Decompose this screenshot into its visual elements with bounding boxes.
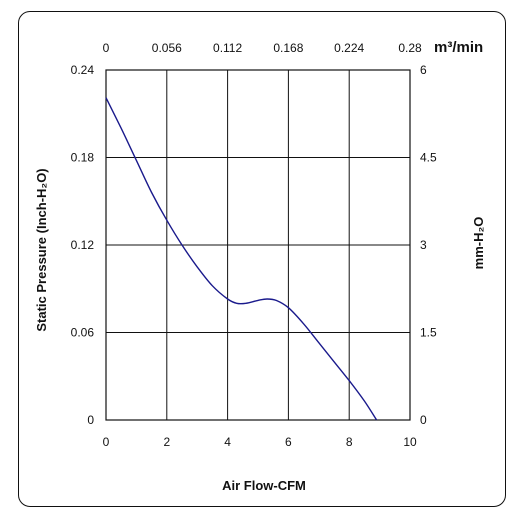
y-axis-label-left: Static Pressure (Inch-H₂O) bbox=[34, 168, 49, 331]
x-tick-label: 0 bbox=[103, 435, 110, 449]
y-axis-label-right: mm-H₂O bbox=[471, 217, 486, 270]
x-tick-label: 2 bbox=[163, 435, 170, 449]
x-top-unit-label: m³/min bbox=[434, 39, 483, 56]
x-tick-label: 4 bbox=[224, 435, 231, 449]
tick-labels: 0 2 4 6 8 100 0.056 0.112 0.168 0.224 0.2800.060.1… bbox=[71, 41, 437, 449]
plot-border bbox=[105, 69, 411, 421]
y-left-tick-label: 0.18 bbox=[71, 151, 95, 165]
y-left-tick-label: 0.12 bbox=[71, 238, 95, 252]
x-top-tick-label: 0.224 bbox=[334, 41, 364, 55]
y-right-tick-label: 6 bbox=[420, 63, 427, 77]
y-right-tick-label: 1.5 bbox=[420, 326, 437, 340]
x-top-tick-label: 0.168 bbox=[273, 41, 303, 55]
x-tick-label: 6 bbox=[285, 435, 292, 449]
x-tick-label: 10 bbox=[403, 435, 417, 449]
y-left-tick-label: 0.06 bbox=[71, 326, 95, 340]
x-axis-label: Air Flow-CFM bbox=[222, 478, 306, 493]
y-right-tick-label: 3 bbox=[420, 238, 427, 252]
chart-frame bbox=[18, 11, 506, 507]
series-line bbox=[105, 97, 378, 421]
x-top-tick-label: 0.056 bbox=[152, 41, 182, 55]
x-top-tick-label: 0.28 bbox=[398, 41, 422, 55]
x-top-tick-label: 0.112 bbox=[213, 41, 242, 55]
y-right-tick-label: 0 bbox=[420, 413, 427, 427]
x-tick-label: 8 bbox=[346, 435, 353, 449]
y-right-tick-label: 4.5 bbox=[420, 151, 437, 165]
grid bbox=[106, 70, 410, 420]
y-left-tick-label: 0.24 bbox=[71, 63, 95, 77]
x-top-tick-label: 0 bbox=[103, 41, 110, 55]
y-left-tick-label: 0 bbox=[87, 413, 94, 427]
